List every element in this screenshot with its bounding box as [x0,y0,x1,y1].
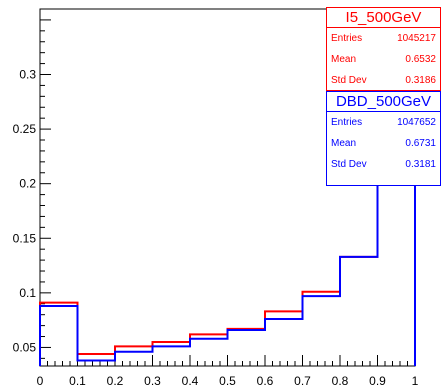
stats-title: I5_500GeV [327,8,440,28]
stats-mean-label: Mean [331,138,357,149]
stats-mean-row: Mean 0.6731 [327,133,440,154]
y-tick-label: 0.15 [13,231,37,245]
x-tick-label: 0.2 [107,374,124,388]
stats-entries-row: Entries 1045217 [327,28,440,49]
stats-std-row: Std Dev 0.3186 [327,70,440,91]
stats-entries-label: Entries [331,117,363,128]
histogram-series-1 [39,44,416,366]
stats-entries-value: 1045217 [397,33,436,44]
y-tick-label: 0.3 [19,68,36,82]
stats-mean-label: Mean [331,54,357,65]
stats-box-i5: I5_500GeV Entries 1045217 Mean 0.6532 St… [326,7,441,91]
y-tick-label: 0.25 [13,122,37,136]
y-tick-label: 0.05 [13,340,37,354]
x-tick-label: 0.1 [69,374,86,388]
axis-ticks [39,8,416,366]
stats-std-label: Std Dev [331,75,367,86]
x-tick-label: 1 [412,374,419,388]
y-tick-label: 0.2 [19,177,36,191]
stats-mean-row: Mean 0.6532 [327,49,440,70]
x-tick-label: 0.5 [219,374,236,388]
x-tick-label: 0.7 [294,374,311,388]
stats-box-dbd: DBD_500GeV Entries 1047652 Mean 0.6731 S… [326,91,441,186]
stats-std-value: 0.3186 [405,75,436,86]
x-tick-label: 0.6 [257,374,274,388]
stats-mean-value: 0.6532 [405,54,436,65]
x-tick-label: 0.9 [369,374,386,388]
x-tick-label: 0.8 [332,374,349,388]
stats-std-label: Std Dev [331,159,367,170]
x-tick-labels: 0 0.1 0.2 0.3 0.4 0.5 0.6 0.7 0.8 0.9 1 [37,374,419,388]
x-tick-label: 0.3 [144,374,161,388]
x-tick-label: 0.4 [182,374,199,388]
x-tick-label: 0 [37,374,44,388]
y-tick-label: 0.1 [19,286,36,300]
stats-entries-label: Entries [331,33,363,44]
stats-entries-row: Entries 1047652 [327,112,440,133]
stats-title: DBD_500GeV [327,92,440,112]
stats-std-row: Std Dev 0.3181 [327,154,440,175]
stats-mean-value: 0.6731 [405,138,436,149]
stats-entries-value: 1047652 [397,117,436,128]
histogram-series [39,44,416,366]
y-tick-labels: 0.05 0.1 0.15 0.2 0.25 0.3 [13,68,37,355]
stats-std-value: 0.3181 [405,159,436,170]
